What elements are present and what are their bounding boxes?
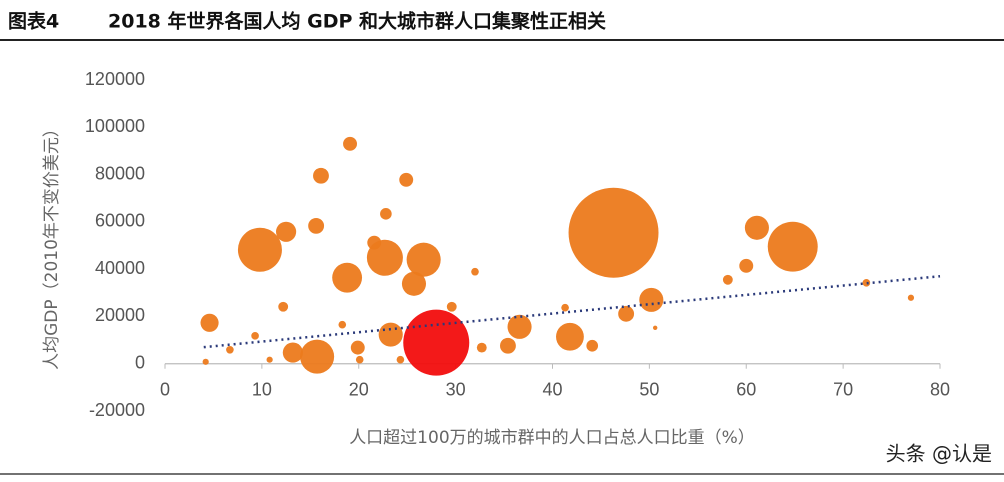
x-tick-label: 50 [639,379,659,399]
figure-label: 图表4 [8,10,59,33]
x-tick-label: 10 [252,379,272,399]
y-tick-label: 80000 [95,163,145,183]
y-tick-label: -20000 [89,400,145,420]
bubble [401,271,427,296]
x-tick-label: 60 [736,379,756,399]
bubble [507,314,532,339]
chart-title: 2018 年世界各国人均 GDP 和大城市群人口集聚性正相关 [108,10,606,33]
y-tick-label: 40000 [95,258,145,278]
y-tick-label: 0 [135,352,145,372]
bubble [618,305,635,322]
bubble [568,187,659,278]
x-tick-label: 0 [160,379,170,399]
bubble [862,279,871,287]
bubble [406,242,441,277]
bubble [471,267,479,276]
bubble [343,136,357,151]
bubble [266,356,273,363]
watermark: 头条 @认是 [886,442,992,466]
bubble [652,325,658,330]
x-tick-label: 40 [542,379,562,399]
bubble [332,262,363,293]
bubble [561,303,569,312]
x-tick-label: 70 [833,379,853,399]
bubble [366,239,403,276]
bubble [476,342,487,353]
bubble [226,345,234,354]
bubble [403,309,470,376]
bubble [276,221,297,242]
bubble [396,355,405,364]
bubble [639,287,664,312]
bubble [744,215,769,240]
bubble [202,358,209,365]
bubble [251,332,259,340]
y-tick-label: 60000 [95,211,145,231]
y-tick-label: 120000 [85,69,145,89]
x-axis-title: 人口超过100万的城市群中的人口占总人口比重（%） [349,428,755,448]
y-axis-title: 人均GDP（2010年不变价美元） [42,120,62,370]
bubble [446,301,457,312]
bubble [380,207,392,220]
y-tick-label: 20000 [95,305,145,325]
bubble [739,258,754,273]
bubble [350,340,365,355]
bubble [278,301,289,312]
bubble [907,294,915,301]
bubble [313,167,329,184]
bubble [378,322,403,347]
x-tick-label: 80 [930,379,950,399]
y-tick-label: 100000 [85,116,145,136]
bubble [200,313,219,332]
bubble [237,227,282,272]
bubble [767,221,818,272]
bubble [500,337,516,354]
bubble [308,217,325,234]
bubble [399,172,414,187]
bubble [556,322,584,351]
bubble [586,339,599,352]
bubble [338,320,347,329]
x-tick-label: 30 [446,379,466,399]
bubble [722,274,733,285]
bubble [355,355,364,364]
x-tick-label: 20 [349,379,369,399]
bubble [282,342,303,363]
bubble [300,339,335,374]
